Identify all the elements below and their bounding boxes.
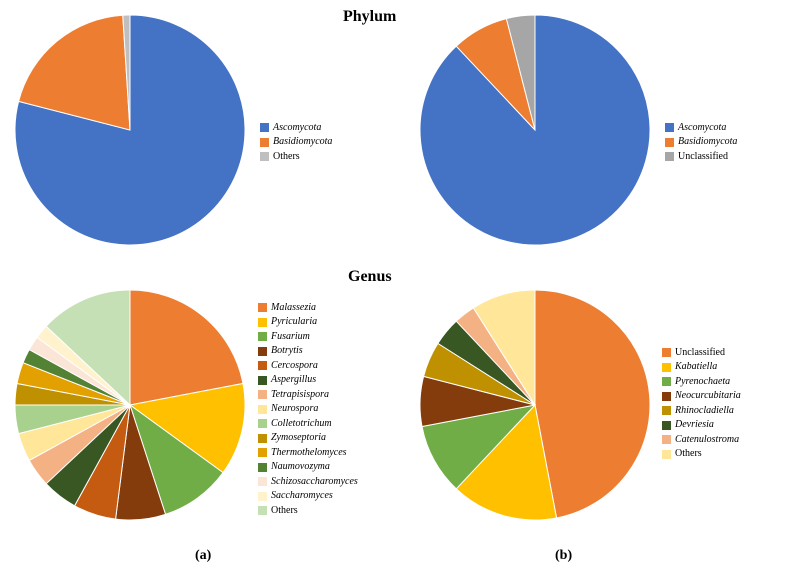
legend-swatch	[665, 152, 674, 161]
legend-swatch	[260, 138, 269, 147]
legend-row: Devriesia	[662, 418, 741, 432]
legend-swatch	[258, 448, 267, 457]
legend-row: Pyricularia	[258, 315, 358, 329]
legend-label: Devriesia	[675, 418, 714, 432]
legend-row: Unclassified	[665, 150, 737, 164]
legend-label: Aspergillus	[271, 373, 316, 387]
legend-swatch	[665, 123, 674, 132]
legend-label: Cercospora	[271, 359, 318, 373]
legend-row: Others	[258, 504, 358, 518]
legend-row: Neocurcubitaria	[662, 389, 741, 403]
legend-row: Thermothelomyces	[258, 446, 358, 460]
legend-swatch	[258, 390, 267, 399]
legend-swatch	[258, 463, 267, 472]
legend-label: Colletotrichum	[271, 417, 332, 431]
legend-row: Basidiomycota	[665, 135, 737, 149]
legend-label: Pyricularia	[271, 315, 317, 329]
legend-label: Unclassified	[678, 150, 728, 164]
legend-swatch	[662, 392, 671, 401]
legend-label: Unclassified	[675, 346, 725, 360]
legend-row: Fusarium	[258, 330, 358, 344]
legend-phylum-a: AscomycotaBasidiomycotaOthers	[260, 120, 332, 164]
legend-swatch	[260, 152, 269, 161]
legend-label: Botrytis	[271, 344, 303, 358]
legend-row: Botrytis	[258, 344, 358, 358]
legend-label: Basidiomycota	[678, 135, 737, 149]
legend-swatch	[662, 435, 671, 444]
legend-row: Kabatiella	[662, 360, 741, 374]
legend-label: Thermothelomyces	[271, 446, 347, 460]
legend-swatch	[662, 406, 671, 415]
legend-row: Ascomycota	[665, 121, 737, 135]
legend-row: Others	[260, 150, 332, 164]
legend-row: Naumovozyma	[258, 460, 358, 474]
legend-label: Basidiomycota	[273, 135, 332, 149]
genus-b-slice-0	[535, 290, 650, 518]
legend-swatch	[258, 434, 267, 443]
legend-swatch	[260, 123, 269, 132]
legend-row: Zymoseptoria	[258, 431, 358, 445]
legend-label: Naumovozyma	[271, 460, 330, 474]
legend-swatch	[662, 421, 671, 430]
legend-row: Cercospora	[258, 359, 358, 373]
legend-label: Tetrapisispora	[271, 388, 329, 402]
legend-swatch	[258, 506, 267, 515]
legend-swatch	[258, 332, 267, 341]
legend-label: Neurospora	[271, 402, 318, 416]
legend-row: Basidiomycota	[260, 135, 332, 149]
legend-swatch	[258, 347, 267, 356]
caption-a: (a)	[195, 548, 211, 564]
pie-canvas	[0, 0, 795, 575]
legend-label: Saccharomyces	[271, 489, 333, 503]
legend-row: Colletotrichum	[258, 417, 358, 431]
legend-row: Neurospora	[258, 402, 358, 416]
legend-row: Unclassified	[662, 346, 741, 360]
legend-row: Tetrapisispora	[258, 388, 358, 402]
legend-genus-a: MalasseziaPyriculariaFusariumBotrytisCer…	[258, 300, 358, 518]
legend-label: Others	[271, 504, 298, 518]
legend-label: Malassezia	[271, 301, 316, 315]
legend-label: Ascomycota	[273, 121, 321, 135]
legend-label: Catenulostroma	[675, 433, 739, 447]
legend-swatch	[258, 477, 267, 486]
legend-swatch	[258, 303, 267, 312]
legend-swatch	[258, 419, 267, 428]
legend-row: Rhinocladiella	[662, 404, 741, 418]
caption-b: (b)	[555, 548, 572, 564]
legend-label: Others	[273, 150, 300, 164]
legend-phylum-b: AscomycotaBasidiomycotaUnclassified	[665, 120, 737, 164]
legend-row: Aspergillus	[258, 373, 358, 387]
legend-label: Pyrenochaeta	[675, 375, 730, 389]
legend-label: Others	[675, 447, 702, 461]
legend-swatch	[258, 492, 267, 501]
legend-swatch	[662, 377, 671, 386]
legend-label: Neocurcubitaria	[675, 389, 741, 403]
legend-row: Pyrenochaeta	[662, 375, 741, 389]
legend-swatch	[258, 405, 267, 414]
legend-swatch	[662, 450, 671, 459]
legend-swatch	[258, 376, 267, 385]
legend-row: Malassezia	[258, 301, 358, 315]
legend-genus-b: UnclassifiedKabatiellaPyrenochaetaNeocur…	[662, 345, 741, 462]
legend-label: Zymoseptoria	[271, 431, 326, 445]
legend-swatch	[662, 348, 671, 357]
legend-swatch	[662, 363, 671, 372]
legend-row: Saccharomyces	[258, 489, 358, 503]
legend-swatch	[665, 138, 674, 147]
legend-swatch	[258, 361, 267, 370]
legend-row: Ascomycota	[260, 121, 332, 135]
legend-swatch	[258, 318, 267, 327]
legend-row: Schizosaccharomyces	[258, 475, 358, 489]
legend-label: Kabatiella	[675, 360, 717, 374]
legend-row: Others	[662, 447, 741, 461]
legend-label: Ascomycota	[678, 121, 726, 135]
legend-row: Catenulostroma	[662, 433, 741, 447]
legend-label: Rhinocladiella	[675, 404, 734, 418]
legend-label: Fusarium	[271, 330, 310, 344]
legend-label: Schizosaccharomyces	[271, 475, 358, 489]
